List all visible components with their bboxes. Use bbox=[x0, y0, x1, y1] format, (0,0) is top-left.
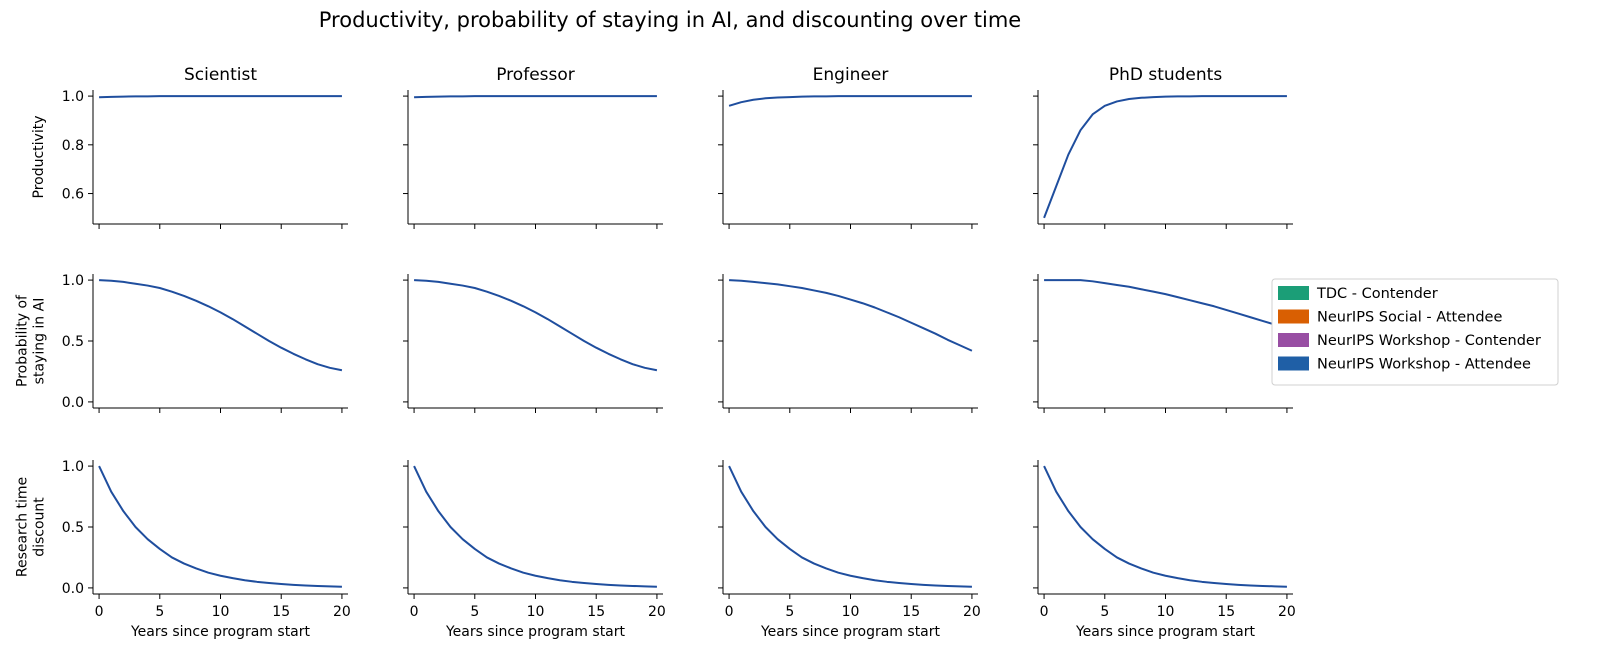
x-tick-label: 15 bbox=[587, 604, 605, 620]
subplot-professor-row-2: 0 5 10 15 20 Years since program start bbox=[403, 460, 666, 640]
series-line bbox=[728, 95, 972, 107]
x-tick-label: 10 bbox=[842, 604, 860, 620]
subplot-phd-students-row-2: 0 5 10 15 20 Years since program start bbox=[1033, 460, 1296, 640]
x-tick-label: 10 bbox=[212, 604, 230, 620]
x-tick-label: 20 bbox=[648, 604, 666, 620]
subplot-professor-row-1 bbox=[403, 274, 663, 413]
subplot-grid: 0.6 0.8 1.0 Scientist Productivity Professor E… bbox=[15, 65, 1296, 640]
series-line bbox=[413, 465, 657, 588]
subplot-title: Professor bbox=[496, 65, 575, 85]
series-line bbox=[98, 465, 342, 588]
subplot-title: Scientist bbox=[184, 65, 257, 85]
x-axis-label: Years since program start bbox=[130, 624, 311, 640]
x-tick-label: 20 bbox=[963, 604, 981, 620]
legend-label: NeurIPS Workshop - Attendee bbox=[1317, 357, 1531, 373]
x-tick-label: 10 bbox=[527, 604, 545, 620]
y-axis-label-line: Productivity bbox=[31, 116, 47, 199]
series-line bbox=[1044, 279, 1288, 330]
subplot-engineer-row-2: 0 5 10 15 20 Years since program start bbox=[718, 460, 981, 640]
series-line bbox=[414, 95, 657, 99]
legend-frame bbox=[1271, 278, 1559, 386]
y-axis-label: Productivity bbox=[31, 116, 47, 199]
series-line bbox=[99, 279, 343, 372]
series-line bbox=[414, 279, 658, 372]
series-line bbox=[729, 279, 973, 352]
y-tick-label: 0.5 bbox=[62, 520, 84, 536]
x-tick-label: 5 bbox=[785, 604, 794, 620]
subplot-phd-students-row-0: PhD students bbox=[1033, 65, 1293, 229]
x-tick-label: 15 bbox=[272, 604, 290, 620]
y-tick-label: 0.0 bbox=[62, 581, 84, 597]
y-axis-label-line: Research time bbox=[15, 477, 31, 577]
x-tick-label: 0 bbox=[1040, 604, 1049, 620]
y-axis-label-line: staying in AI bbox=[32, 298, 48, 385]
series-line bbox=[99, 95, 342, 99]
x-tick-label: 5 bbox=[155, 604, 164, 620]
series-line bbox=[1043, 465, 1287, 588]
legend-label: NeurIPS Workshop - Contender bbox=[1317, 333, 1541, 349]
subplot-phd-students-row-1 bbox=[1033, 274, 1293, 413]
legend-label: TDC - Contender bbox=[1316, 286, 1438, 302]
legend-swatch-tdc-contender bbox=[1278, 286, 1309, 300]
x-tick-label: 5 bbox=[1100, 604, 1109, 620]
subplot-scientist-row-2: 0.0 0.5 1.0 0 5 10 15 20 Years since program sta… bbox=[15, 459, 351, 640]
x-tick-label: 0 bbox=[95, 604, 104, 620]
legend-swatch-neurips-social-attendee bbox=[1278, 309, 1309, 324]
y-tick-label: 0.0 bbox=[62, 395, 84, 411]
subplot-engineer-row-1 bbox=[718, 274, 978, 413]
legend-swatch-neurips-workshop-attendee bbox=[1278, 356, 1309, 371]
y-tick-label: 1.0 bbox=[62, 89, 84, 105]
subplot-engineer-row-0: Engineer bbox=[718, 65, 978, 229]
x-tick-label: 20 bbox=[1278, 604, 1296, 620]
series-line bbox=[728, 465, 972, 588]
x-tick-label: 20 bbox=[333, 604, 351, 620]
y-tick-label: 0.6 bbox=[62, 187, 84, 203]
subplot-title: PhD students bbox=[1109, 65, 1223, 85]
x-tick-label: 15 bbox=[1217, 604, 1235, 620]
subplot-title: Engineer bbox=[813, 65, 889, 85]
y-tick-label: 1.0 bbox=[62, 459, 84, 475]
subplot-scientist-row-1: 0.0 0.5 1.0 Probability ofstaying in AI bbox=[15, 273, 348, 413]
x-tick-label: 15 bbox=[902, 604, 920, 620]
y-axis-label: Research timediscount bbox=[15, 477, 48, 577]
x-axis-label: Years since program start bbox=[1075, 624, 1256, 640]
chart-title: Productivity, probability of staying in … bbox=[319, 8, 1021, 32]
x-tick-label: 10 bbox=[1157, 604, 1175, 620]
x-tick-label: 5 bbox=[470, 604, 479, 620]
y-axis-label-line: discount bbox=[32, 497, 48, 557]
series-line bbox=[1043, 95, 1287, 219]
subplot-professor-row-0: Professor bbox=[403, 65, 663, 229]
y-axis-label-line: Probability of bbox=[15, 294, 31, 387]
legend-swatch-neurips-workshop-contender bbox=[1278, 333, 1309, 347]
x-axis-label: Years since program start bbox=[445, 624, 626, 640]
y-tick-label: 1.0 bbox=[62, 273, 84, 289]
legend: TDC - Contender NeurIPS Social - Attendee… bbox=[1271, 278, 1559, 386]
y-tick-label: 0.8 bbox=[62, 138, 84, 154]
y-tick-label: 0.5 bbox=[62, 334, 84, 350]
x-tick-label: 0 bbox=[410, 604, 419, 620]
x-axis-label: Years since program start bbox=[760, 624, 941, 640]
subplot-scientist-row-0: 0.6 0.8 1.0 Scientist Productivity bbox=[31, 65, 348, 229]
x-tick-label: 0 bbox=[725, 604, 734, 620]
legend-label: NeurIPS Social - Attendee bbox=[1317, 310, 1502, 326]
y-axis-label: Probability ofstaying in AI bbox=[15, 294, 48, 387]
